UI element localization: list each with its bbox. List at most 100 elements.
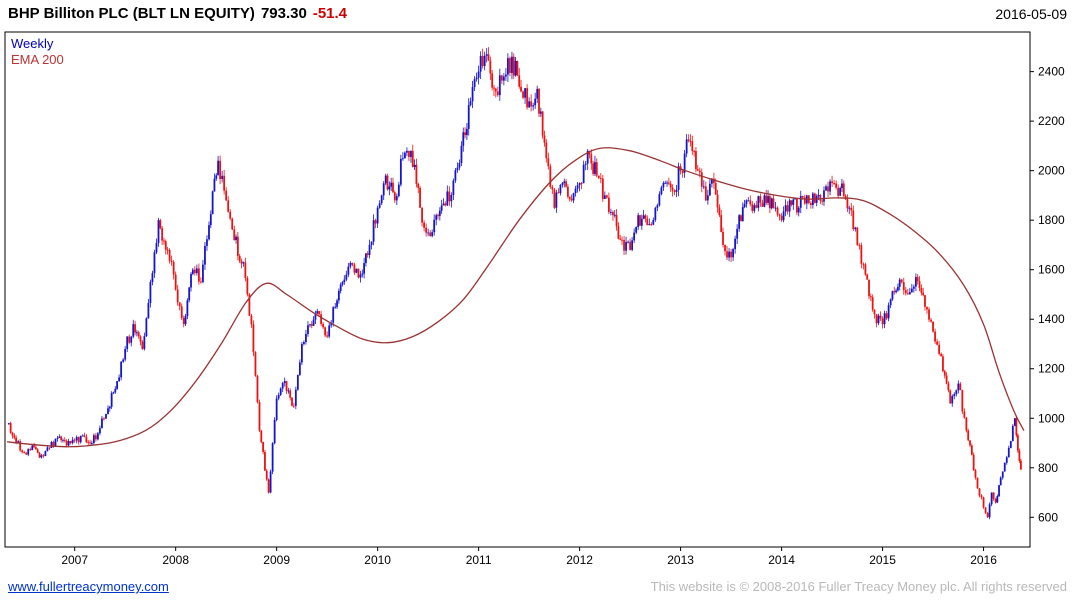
candle-body [157, 220, 160, 244]
candle-body [262, 442, 265, 452]
candle-body [603, 195, 606, 199]
candle-body [204, 245, 206, 265]
candle-body [617, 226, 620, 239]
x-tick-label: 2007 [61, 553, 88, 567]
x-tick-label: 2010 [364, 553, 391, 567]
candle-body [99, 428, 101, 434]
candle-body [695, 151, 697, 170]
candle-body [644, 215, 647, 219]
candle-body [25, 452, 28, 455]
candle-body [452, 180, 455, 195]
candle-body [92, 435, 95, 444]
candle-body [71, 439, 74, 444]
candle-body [7, 423, 10, 425]
candle-body [166, 249, 169, 251]
candle-body [895, 290, 897, 293]
candle-body [693, 150, 696, 152]
candle-body [988, 504, 991, 518]
candle-body [658, 194, 661, 206]
candle-body [493, 87, 495, 89]
candle-body [724, 244, 726, 252]
candle-body [547, 158, 550, 167]
candle-body [757, 196, 760, 208]
website-link[interactable]: www.fullertreacymoney.com [8, 579, 169, 594]
candle-body [916, 277, 919, 282]
candle-body [906, 293, 909, 295]
candle-body [233, 229, 236, 240]
candle-body [683, 153, 686, 173]
candle-body [289, 390, 292, 398]
candle-body [343, 279, 346, 283]
candle-body [528, 101, 531, 108]
candle-body [796, 198, 798, 213]
candle-body [250, 315, 253, 325]
candle-body [601, 178, 604, 199]
candle-body [751, 204, 754, 211]
candle-body [734, 238, 737, 250]
candle-body [421, 207, 423, 223]
candle-body [58, 436, 61, 439]
candle-body [217, 160, 219, 176]
candle-body [877, 315, 880, 324]
candle-body [862, 263, 865, 265]
candle-body [584, 163, 587, 165]
candle-body [541, 111, 544, 136]
candle-body [520, 86, 522, 92]
candle-body [56, 438, 59, 439]
candle-body [595, 162, 598, 176]
candle-body [893, 291, 896, 293]
candle-body [48, 447, 51, 449]
candle-body [753, 205, 756, 211]
candle-body [720, 215, 723, 232]
candle-body [538, 88, 540, 114]
candle-body [970, 445, 973, 455]
candle-body [388, 186, 391, 190]
candle-body [208, 225, 210, 240]
candle-body [287, 390, 290, 392]
candle-body [951, 396, 954, 404]
candle-body [1013, 418, 1016, 426]
candle-body [637, 215, 640, 228]
y-tick-label: 2000 [1038, 164, 1065, 178]
candle-body [392, 182, 394, 193]
candle-body [298, 362, 301, 375]
candle-body [122, 359, 125, 362]
candle-body [780, 215, 783, 221]
candle-body [509, 58, 511, 73]
candle-body [483, 55, 486, 66]
candle-body [623, 239, 625, 251]
x-tick-label: 2008 [162, 553, 189, 567]
candle-body [425, 227, 428, 233]
candle-body [669, 183, 672, 188]
candle-body [163, 240, 165, 242]
candle-body [219, 160, 221, 180]
candle-body [936, 341, 938, 345]
candle-body [860, 245, 863, 264]
candle-body [664, 182, 667, 184]
candle-body [646, 218, 649, 226]
candle-body [442, 203, 445, 206]
candle-body [273, 420, 276, 444]
candle-body [1016, 435, 1019, 451]
candle-body [702, 186, 705, 188]
candle-body [710, 178, 713, 184]
candle-body [9, 423, 12, 433]
candle-body [714, 183, 717, 195]
candle-body [559, 184, 562, 194]
candle-body [932, 321, 934, 332]
candle-body [827, 186, 829, 192]
candle-body [481, 55, 484, 66]
candle-body [124, 348, 127, 360]
candle-body [706, 195, 709, 201]
candle-body [681, 170, 684, 173]
candle-body [260, 430, 263, 443]
candle-body [518, 75, 521, 87]
ema-200-line [6, 147, 1025, 448]
candle-body [186, 300, 189, 317]
candle-body [145, 318, 148, 337]
candle-body [592, 163, 595, 174]
candle-body [178, 302, 181, 307]
candle-body [708, 183, 711, 196]
candle-body [256, 375, 259, 403]
